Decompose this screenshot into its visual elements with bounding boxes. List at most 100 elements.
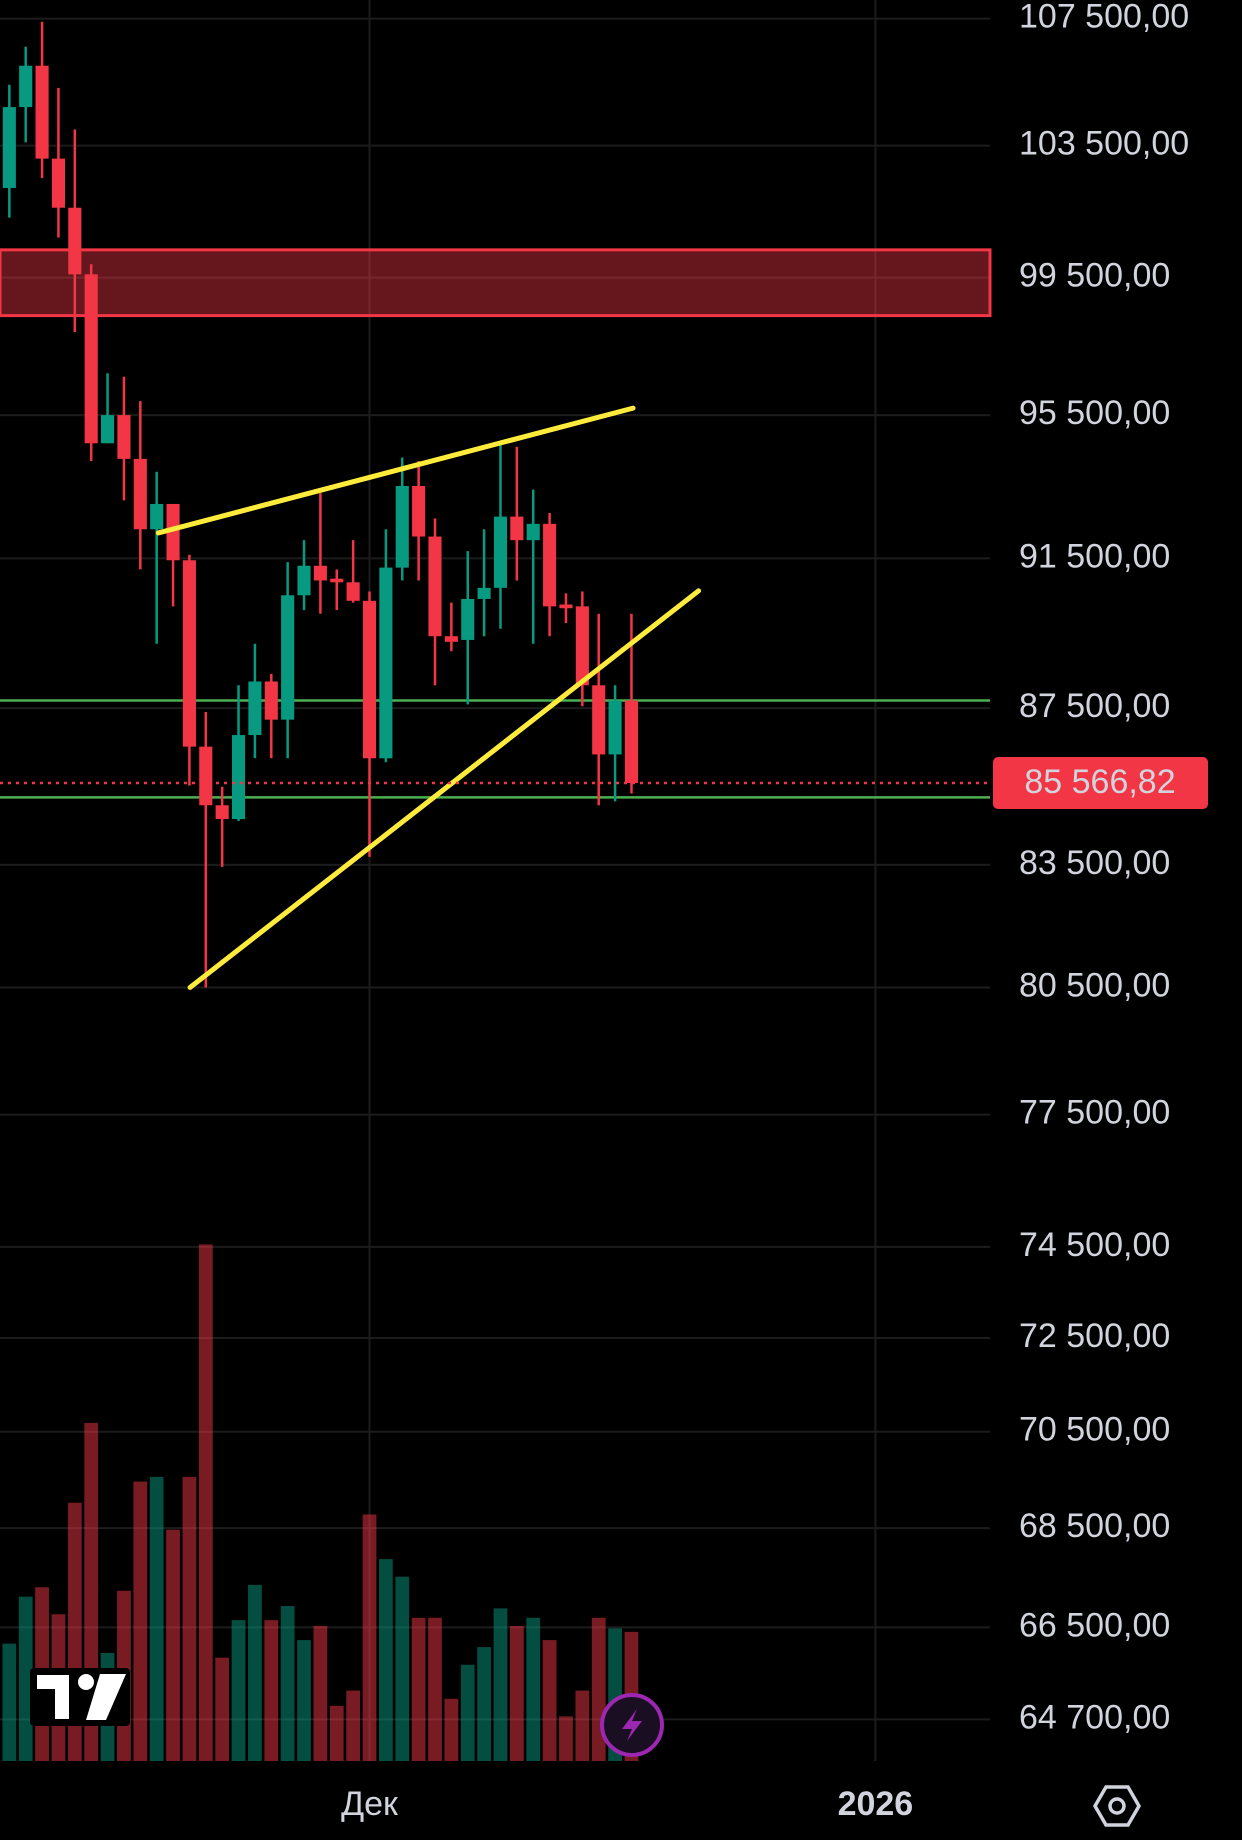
volume-bar: [2, 1643, 17, 1761]
volume-bar: [460, 1664, 475, 1761]
candle-body: [313, 565, 327, 581]
y-tick-label: 107 500,00: [1019, 0, 1189, 36]
candle-body: [117, 415, 131, 459]
candle-body: [379, 567, 393, 759]
y-tick-label: 99 500,00: [1019, 257, 1170, 295]
volume-bar: [329, 1705, 344, 1761]
volume-bar: [215, 1657, 230, 1761]
candle-body: [84, 274, 98, 444]
candle-body: [51, 158, 65, 208]
candle-body: [19, 65, 33, 108]
y-tick-label: 66 500,00: [1019, 1606, 1170, 1644]
candle-body: [412, 486, 426, 537]
volume-bar: [575, 1690, 590, 1761]
tradingview-logo: [30, 1668, 130, 1726]
volume-bar: [133, 1481, 148, 1761]
volume-bar: [493, 1608, 508, 1761]
logo-dot: [78, 1674, 94, 1690]
volume-bar: [264, 1620, 279, 1761]
candle-body: [395, 486, 409, 568]
candle-body: [281, 595, 295, 720]
candle-body: [461, 598, 475, 640]
volume-bar: [362, 1514, 377, 1761]
candle-body: [182, 560, 196, 747]
volume-bar: [297, 1640, 311, 1761]
volume-bar: [428, 1617, 442, 1761]
volume-bar: [444, 1698, 459, 1761]
resistance-zone: [0, 248, 992, 318]
logo-v: [86, 1674, 126, 1720]
candle-body: [608, 700, 622, 755]
candle-body: [264, 681, 278, 720]
y-tick-label: 95 500,00: [1019, 394, 1170, 432]
y-tick-label: 77 500,00: [1019, 1094, 1170, 1132]
volume-bar: [395, 1576, 410, 1761]
y-tick-label: 80 500,00: [1019, 966, 1170, 1004]
volume-bar: [231, 1620, 246, 1761]
lightning-icon[interactable]: [622, 1709, 642, 1741]
candle-body: [166, 503, 180, 561]
y-tick-label: 64 700,00: [1019, 1698, 1170, 1736]
candle-body: [362, 600, 377, 759]
settings-center[interactable]: [1108, 1797, 1126, 1815]
x-tick-label: Дек: [341, 1785, 399, 1823]
candle-body: [592, 685, 606, 755]
candle-body: [493, 516, 508, 588]
candle-body: [215, 805, 229, 820]
volume-bar: [509, 1625, 524, 1761]
candle-body: [101, 415, 115, 444]
y-tick-label: 68 500,00: [1019, 1507, 1170, 1545]
y-tick-label: 72 500,00: [1019, 1317, 1170, 1355]
volume-bar: [166, 1529, 180, 1761]
volume-bar: [280, 1606, 295, 1761]
candle-body: [68, 207, 82, 275]
settings-hex[interactable]: [1092, 1785, 1142, 1827]
y-tick-label: 87 500,00: [1019, 687, 1170, 725]
candle-body: [543, 523, 557, 607]
candle-body: [477, 587, 491, 599]
candle-body: [35, 65, 49, 159]
candle-body: [150, 503, 164, 530]
trend-line: [187, 588, 702, 990]
volume-bar: [248, 1584, 262, 1761]
volume-bar: [379, 1559, 393, 1761]
volume-bar: [346, 1690, 361, 1761]
volume-bar: [313, 1625, 328, 1761]
candle-body: [428, 536, 442, 637]
candle-body: [133, 458, 147, 530]
trend-line: [155, 405, 636, 536]
candle-body: [297, 565, 311, 596]
volume-bar: [477, 1647, 491, 1761]
last-price-label: 85 566,82: [1024, 763, 1175, 801]
candle-body: [199, 746, 213, 806]
candle-body: [2, 107, 16, 188]
y-tick-label: 74 500,00: [1019, 1226, 1170, 1264]
candle-body: [248, 681, 262, 736]
volume-bar: [182, 1476, 197, 1761]
y-tick-label: 103 500,00: [1019, 125, 1189, 163]
y-tick-label: 70 500,00: [1019, 1411, 1170, 1449]
volume-bar: [18, 1596, 33, 1761]
candle-body: [575, 606, 589, 686]
y-tick-label: 91 500,00: [1019, 537, 1170, 575]
y-tick-label: 83 500,00: [1019, 844, 1170, 882]
candle-body: [231, 735, 246, 820]
last-price-box: [993, 756, 1208, 809]
logo-t: [35, 1673, 71, 1721]
settings-button[interactable]: [1092, 1785, 1142, 1827]
candle-body: [346, 582, 360, 601]
candle-body: [559, 604, 573, 609]
volume-bar: [526, 1617, 541, 1761]
candle-body: [526, 523, 540, 541]
lightning-button[interactable]: [600, 1693, 664, 1757]
candle-body: [510, 516, 524, 541]
volume-bar: [542, 1640, 557, 1761]
volume-bar: [559, 1716, 573, 1761]
volume-bar: [149, 1476, 164, 1761]
volume-bar: [198, 1244, 213, 1761]
candle-body: [624, 700, 639, 783]
volume-bar: [411, 1617, 426, 1761]
candle-body: [330, 578, 344, 583]
